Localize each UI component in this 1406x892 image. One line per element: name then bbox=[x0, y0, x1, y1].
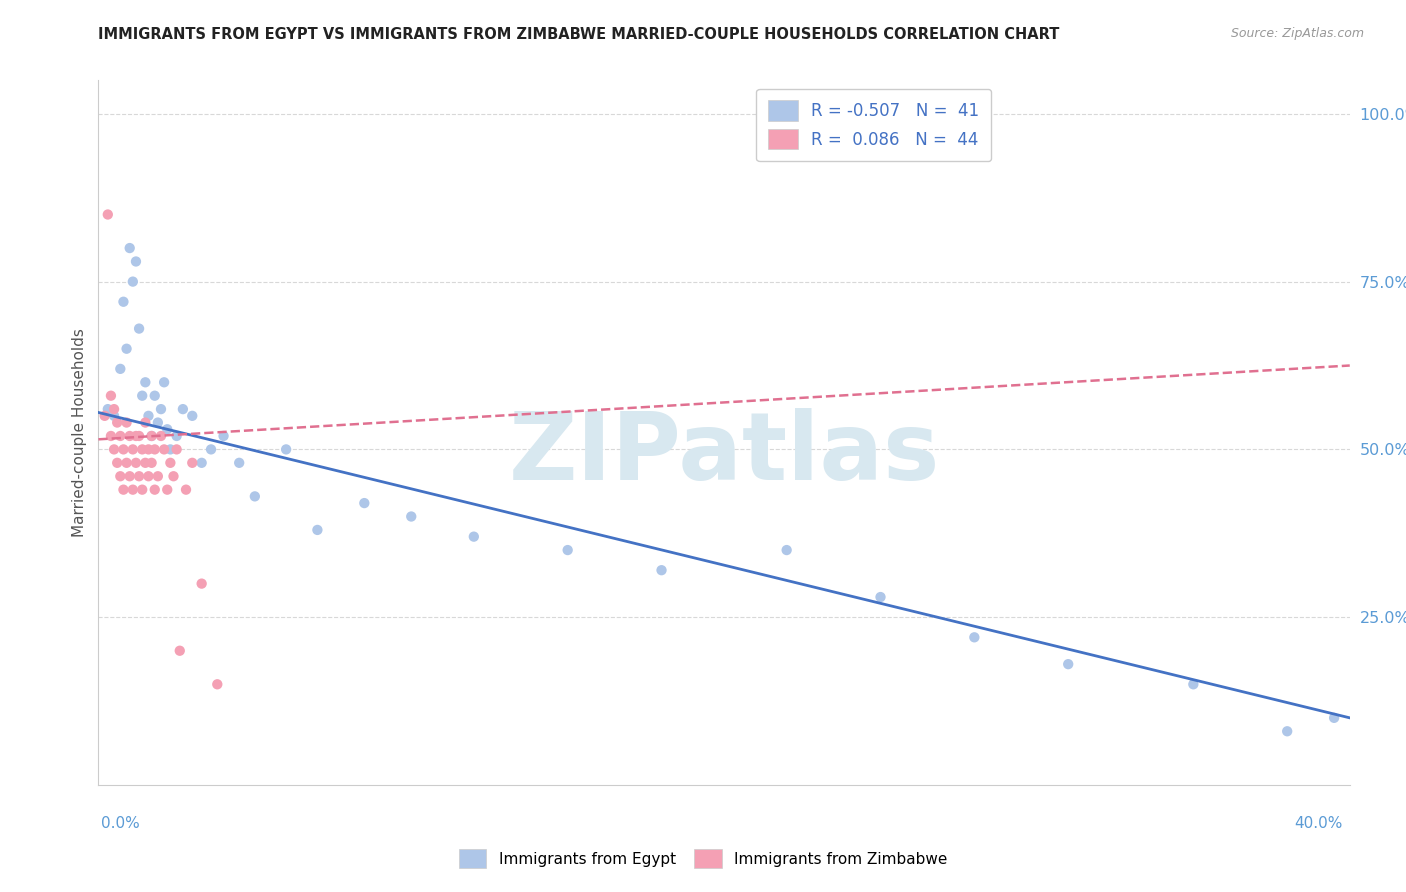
Point bbox=[150, 429, 173, 443]
Point bbox=[1277, 724, 1299, 739]
Point bbox=[118, 469, 141, 483]
Point bbox=[307, 523, 329, 537]
Point bbox=[141, 429, 163, 443]
Point bbox=[963, 630, 986, 644]
Point bbox=[138, 442, 160, 457]
Point bbox=[212, 429, 235, 443]
Point bbox=[169, 644, 191, 658]
Text: 0.0%: 0.0% bbox=[101, 816, 141, 831]
Point bbox=[200, 442, 222, 457]
Point bbox=[138, 409, 160, 423]
Text: Source: ZipAtlas.com: Source: ZipAtlas.com bbox=[1230, 27, 1364, 40]
Point bbox=[228, 456, 250, 470]
Point bbox=[125, 429, 148, 443]
Point bbox=[112, 442, 135, 457]
Point bbox=[121, 442, 143, 457]
Point bbox=[110, 469, 132, 483]
Point bbox=[146, 469, 169, 483]
Point bbox=[153, 442, 176, 457]
Point bbox=[274, 442, 298, 457]
Point bbox=[110, 362, 132, 376]
Point bbox=[100, 389, 122, 403]
Point bbox=[103, 409, 125, 423]
Point bbox=[118, 241, 141, 255]
Point bbox=[131, 389, 153, 403]
Point bbox=[112, 294, 135, 309]
Point bbox=[159, 456, 181, 470]
Text: ZIPatlas: ZIPatlas bbox=[509, 408, 939, 500]
Point bbox=[112, 483, 135, 497]
Point bbox=[463, 530, 485, 544]
Point bbox=[146, 416, 169, 430]
Point bbox=[128, 469, 150, 483]
Point bbox=[121, 483, 143, 497]
Point bbox=[105, 416, 128, 430]
Point bbox=[128, 429, 150, 443]
Point bbox=[243, 489, 266, 503]
Point bbox=[141, 429, 163, 443]
Point bbox=[103, 402, 125, 417]
Point bbox=[150, 402, 173, 417]
Point bbox=[134, 456, 156, 470]
Y-axis label: Married-couple Households: Married-couple Households bbox=[72, 328, 87, 537]
Point bbox=[143, 442, 166, 457]
Point bbox=[156, 422, 179, 436]
Point bbox=[776, 543, 799, 558]
Point bbox=[125, 456, 148, 470]
Point bbox=[181, 456, 204, 470]
Point bbox=[190, 456, 212, 470]
Point bbox=[115, 342, 138, 356]
Legend: Immigrants from Egypt, Immigrants from Zimbabwe: Immigrants from Egypt, Immigrants from Z… bbox=[451, 841, 955, 875]
Point bbox=[131, 442, 153, 457]
Point bbox=[143, 483, 166, 497]
Point bbox=[1323, 711, 1346, 725]
Point bbox=[557, 543, 579, 558]
Point bbox=[143, 389, 166, 403]
Point bbox=[110, 429, 132, 443]
Point bbox=[134, 416, 156, 430]
Point bbox=[869, 590, 891, 604]
Point bbox=[131, 483, 153, 497]
Point bbox=[650, 563, 672, 577]
Point bbox=[162, 469, 184, 483]
Point bbox=[166, 442, 188, 457]
Point bbox=[100, 429, 122, 443]
Point bbox=[115, 416, 138, 430]
Point bbox=[174, 483, 197, 497]
Point bbox=[401, 509, 423, 524]
Point bbox=[1182, 677, 1205, 691]
Legend: R = -0.507   N =  41, R =  0.086   N =  44: R = -0.507 N = 41, R = 0.086 N = 44 bbox=[756, 88, 991, 161]
Point bbox=[115, 456, 138, 470]
Point bbox=[166, 429, 188, 443]
Point bbox=[103, 442, 125, 457]
Point bbox=[207, 677, 229, 691]
Point bbox=[125, 254, 148, 268]
Point bbox=[172, 402, 194, 417]
Point bbox=[190, 576, 212, 591]
Point bbox=[97, 207, 120, 221]
Point bbox=[121, 275, 143, 289]
Point bbox=[156, 483, 179, 497]
Point bbox=[353, 496, 375, 510]
Point bbox=[1057, 657, 1080, 672]
Point bbox=[93, 409, 115, 423]
Point bbox=[141, 456, 163, 470]
Point bbox=[181, 409, 204, 423]
Text: 40.0%: 40.0% bbox=[1295, 816, 1343, 831]
Point bbox=[134, 376, 156, 390]
Point bbox=[105, 456, 128, 470]
Point bbox=[153, 376, 176, 390]
Point bbox=[118, 429, 141, 443]
Point bbox=[159, 442, 181, 457]
Point bbox=[128, 321, 150, 335]
Point bbox=[97, 402, 120, 417]
Text: IMMIGRANTS FROM EGYPT VS IMMIGRANTS FROM ZIMBABWE MARRIED-COUPLE HOUSEHOLDS CORR: IMMIGRANTS FROM EGYPT VS IMMIGRANTS FROM… bbox=[98, 27, 1060, 42]
Point bbox=[138, 469, 160, 483]
